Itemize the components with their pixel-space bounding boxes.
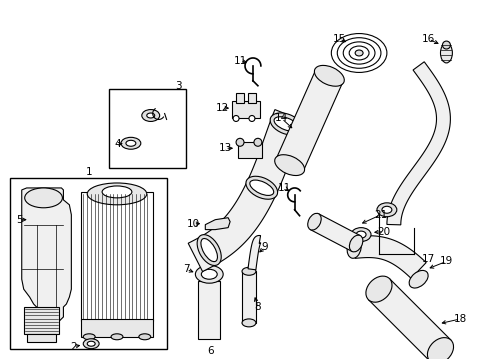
Text: 17: 17 xyxy=(422,255,435,264)
Bar xyxy=(198,281,220,339)
Ellipse shape xyxy=(349,235,363,252)
Ellipse shape xyxy=(242,319,256,327)
Ellipse shape xyxy=(356,231,366,238)
Ellipse shape xyxy=(139,334,151,340)
Ellipse shape xyxy=(409,270,428,288)
Polygon shape xyxy=(188,109,304,271)
Ellipse shape xyxy=(427,338,454,360)
Text: 8: 8 xyxy=(255,302,261,312)
Text: 14: 14 xyxy=(275,113,288,123)
Ellipse shape xyxy=(126,140,136,146)
Bar xyxy=(81,319,153,337)
Bar xyxy=(238,142,262,158)
Ellipse shape xyxy=(233,116,239,121)
Text: 15: 15 xyxy=(333,34,346,44)
Text: 7: 7 xyxy=(183,264,190,274)
Text: 4: 4 xyxy=(115,139,122,149)
Bar xyxy=(10,178,167,349)
Ellipse shape xyxy=(147,113,155,118)
Ellipse shape xyxy=(196,265,223,283)
Polygon shape xyxy=(310,214,360,251)
Text: 13: 13 xyxy=(219,143,232,153)
Ellipse shape xyxy=(249,116,255,121)
Ellipse shape xyxy=(83,334,95,340)
Ellipse shape xyxy=(250,180,274,195)
Text: 3: 3 xyxy=(175,81,182,91)
Ellipse shape xyxy=(102,186,132,198)
Polygon shape xyxy=(368,279,451,360)
Ellipse shape xyxy=(308,213,321,230)
Ellipse shape xyxy=(274,117,298,131)
Ellipse shape xyxy=(142,109,160,121)
Ellipse shape xyxy=(382,206,392,213)
Ellipse shape xyxy=(442,41,450,49)
Polygon shape xyxy=(353,236,426,278)
Ellipse shape xyxy=(83,339,99,349)
Polygon shape xyxy=(248,235,261,270)
Bar xyxy=(232,100,260,118)
Ellipse shape xyxy=(275,155,305,176)
Ellipse shape xyxy=(441,43,452,63)
Ellipse shape xyxy=(24,188,62,208)
Text: 6: 6 xyxy=(207,346,214,356)
Ellipse shape xyxy=(366,276,392,302)
Ellipse shape xyxy=(347,237,361,258)
Ellipse shape xyxy=(242,267,256,275)
Ellipse shape xyxy=(246,176,278,199)
Text: 18: 18 xyxy=(454,314,467,324)
Polygon shape xyxy=(205,218,230,230)
Ellipse shape xyxy=(377,203,397,217)
Ellipse shape xyxy=(201,239,218,262)
Text: 1: 1 xyxy=(86,167,93,177)
Text: 21: 21 xyxy=(374,210,388,220)
Bar xyxy=(109,89,187,168)
Text: 11: 11 xyxy=(278,183,292,193)
Text: 11: 11 xyxy=(233,56,246,66)
Ellipse shape xyxy=(351,228,371,242)
Polygon shape xyxy=(24,307,59,334)
Bar xyxy=(242,271,256,323)
Ellipse shape xyxy=(315,66,344,86)
Text: 9: 9 xyxy=(262,243,268,252)
Ellipse shape xyxy=(201,269,217,279)
Ellipse shape xyxy=(111,334,123,340)
Polygon shape xyxy=(22,188,72,326)
Ellipse shape xyxy=(87,183,147,205)
Text: 16: 16 xyxy=(422,34,435,44)
Bar xyxy=(26,334,56,342)
Ellipse shape xyxy=(87,341,95,346)
Bar xyxy=(248,93,256,103)
Text: 2: 2 xyxy=(70,342,76,352)
Ellipse shape xyxy=(270,113,302,135)
Text: 20: 20 xyxy=(377,226,391,237)
Text: 19: 19 xyxy=(440,256,453,266)
Ellipse shape xyxy=(236,138,244,146)
Ellipse shape xyxy=(121,137,141,149)
Ellipse shape xyxy=(254,138,262,146)
Text: 10: 10 xyxy=(187,219,200,229)
Ellipse shape xyxy=(355,50,363,56)
Text: 12: 12 xyxy=(216,103,229,113)
Bar xyxy=(81,192,153,321)
Polygon shape xyxy=(276,70,343,171)
Polygon shape xyxy=(387,62,450,225)
Text: 5: 5 xyxy=(17,215,23,225)
Bar xyxy=(236,93,244,103)
Ellipse shape xyxy=(197,235,221,265)
